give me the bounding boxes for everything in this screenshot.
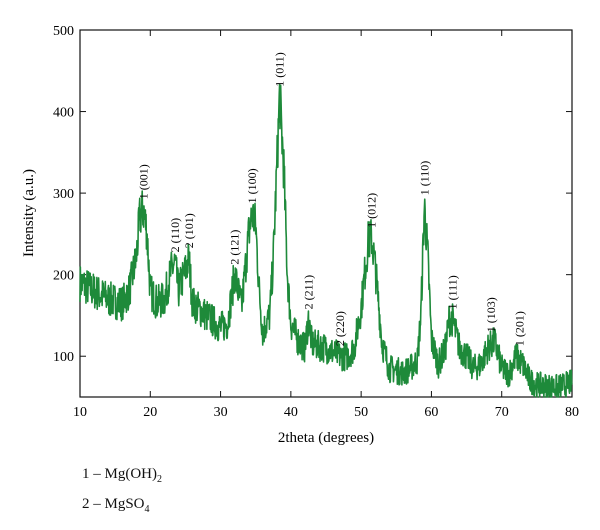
legend-formula: MgSO: [104, 496, 145, 512]
y-tick-label: 100: [53, 350, 74, 365]
peak-label: 2 (101): [182, 213, 196, 248]
x-tick-label: 80: [565, 405, 579, 420]
x-tick-label: 20: [143, 405, 157, 420]
peak-label: 1 (110): [417, 161, 431, 196]
peak-label: 1 (001): [136, 164, 150, 199]
x-tick-label: 50: [354, 405, 368, 420]
x-axis-ticks: 10 20 30 40 50 60 70 80: [73, 30, 579, 420]
x-tick-label: 70: [495, 405, 509, 420]
peak-label: 2 (121): [228, 230, 242, 265]
peak-label: 1 (103): [484, 297, 498, 332]
xrd-chart: 100 200 300 400 500 10 20 30 40 50 60 70 80 1 (001)…: [21, 24, 579, 446]
peak-label: 1 (201): [512, 311, 526, 346]
x-tick-label: 30: [214, 405, 228, 420]
peak-label: 2 (110): [168, 218, 182, 253]
y-axis-label: Intensity (a.u.): [21, 169, 37, 257]
peak-label: 1 (012): [365, 193, 379, 228]
legend-item-2: 2 – MgSO4: [82, 492, 162, 522]
x-axis-label: 2theta (degrees): [278, 430, 374, 446]
legend-dash: –: [93, 466, 101, 482]
legend-subscript: 4: [144, 504, 150, 515]
peak-label: 1 (111): [446, 275, 460, 309]
legend-formula: Mg(OH): [104, 466, 158, 482]
x-tick-label: 10: [73, 405, 87, 420]
x-tick-label: 60: [424, 405, 438, 420]
legend-num: 1: [82, 466, 90, 482]
peak-label: 1 (100): [245, 168, 259, 203]
phase-legend: 1 – Mg(OH)2 2 – MgSO4: [82, 462, 162, 522]
legend-dash: –: [93, 496, 101, 512]
peak-annotations: 1 (001) 2 (110) 2 (101) 2 (121) 1 (100) 1 (01…: [136, 52, 526, 346]
legend-subscript: 2: [157, 474, 162, 485]
peak-label: 1 (011): [273, 52, 287, 87]
peak-label: 2 (220): [333, 311, 347, 346]
y-tick-label: 200: [53, 269, 74, 284]
x-tick-label: 40: [284, 405, 298, 420]
peak-label: 2 (211): [301, 275, 315, 310]
y-tick-label: 300: [53, 187, 74, 202]
legend-item-1: 1 – Mg(OH)2: [82, 462, 162, 492]
plot-frame: [79, 29, 573, 398]
series-line: [79, 83, 573, 398]
y-tick-label: 500: [53, 24, 74, 39]
y-tick-label: 400: [53, 106, 74, 121]
legend-num: 2: [82, 496, 90, 512]
